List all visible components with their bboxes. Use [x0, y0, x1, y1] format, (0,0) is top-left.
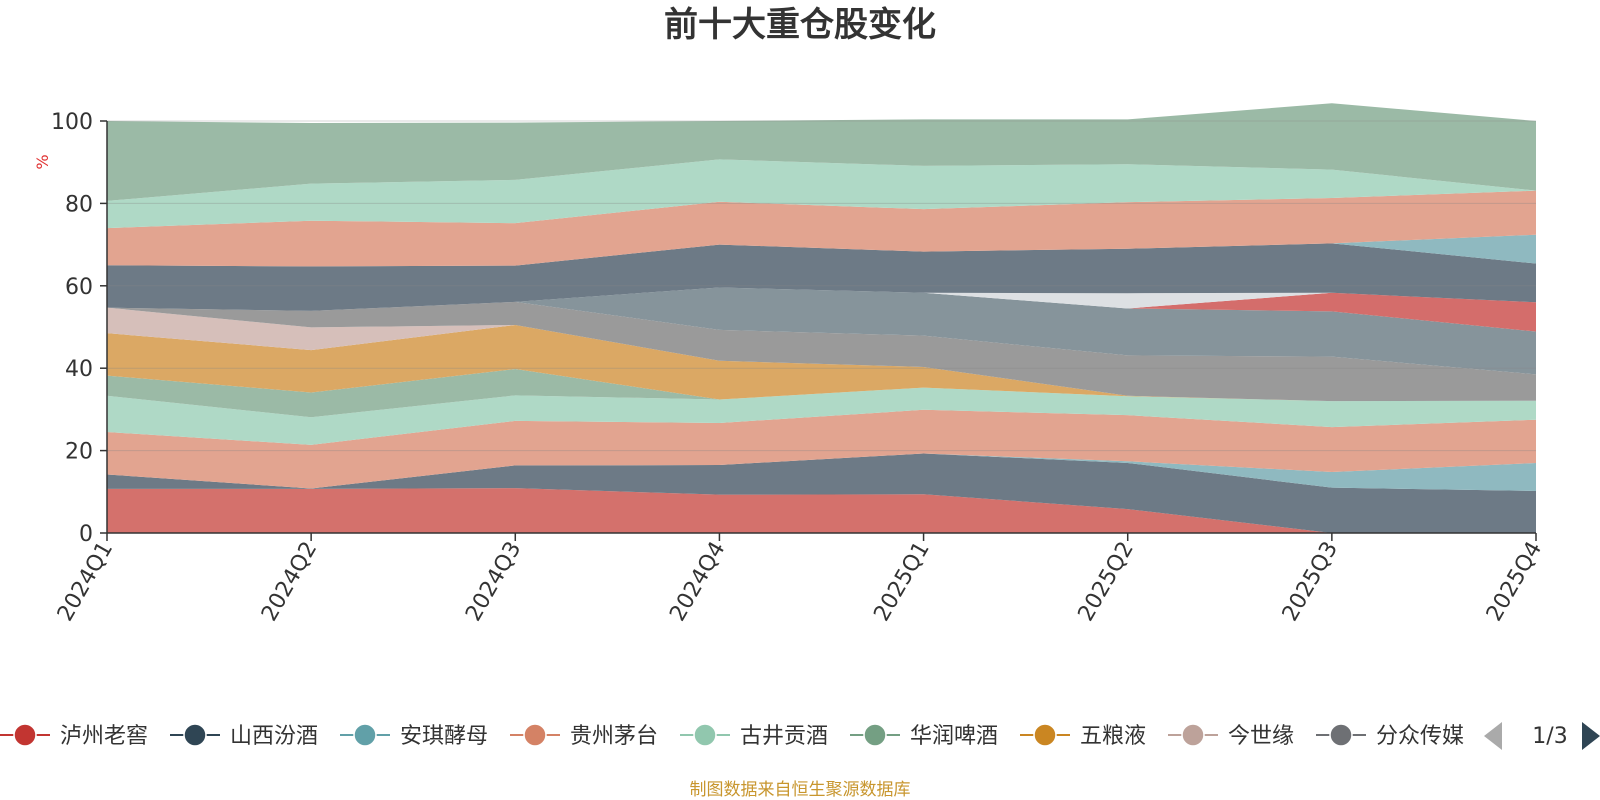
legend-item[interactable]: 山西汾酒: [170, 723, 318, 749]
legend-item[interactable]: 分众传媒: [1316, 723, 1464, 749]
y-tick-label: 20: [65, 440, 93, 465]
data-source-footer: 制图数据来自恒生聚源数据库: [690, 780, 911, 800]
legend-label: 华润啤酒: [910, 724, 998, 749]
area-layer-12: [107, 287, 1536, 311]
legend-item[interactable]: 古井贡酒: [680, 723, 828, 749]
legend-label: 泸州老窖: [60, 724, 148, 749]
x-tick-label: 2024Q1: [53, 538, 118, 626]
legend-label: 山西汾酒: [230, 724, 318, 749]
area-layer-11: [107, 287, 1536, 332]
area-layer-7: [107, 324, 1536, 402]
triangle-right-icon[interactable]: [1582, 722, 1600, 750]
legend-page-indicator: 1/3: [1532, 724, 1567, 749]
legend-marker-icon: [353, 723, 377, 747]
legend-marker-icon: [13, 723, 37, 747]
chart-title: 前十大重仓股变化: [664, 5, 936, 45]
legend-marker-icon: [523, 723, 547, 747]
legend-items: 泸州老窖 山西汾酒 安琪酵母 贵州茅台 古井贡酒 华润啤酒 五粮液 今世缘 分众传媒: [0, 723, 1464, 749]
legend-marker-icon: [183, 723, 207, 747]
legend-marker-icon: [1033, 723, 1057, 747]
legend-marker-icon: [1181, 723, 1205, 747]
area-layer-4: [107, 409, 1536, 489]
y-tick-label: 100: [51, 110, 93, 135]
legend-item[interactable]: 贵州茅台: [510, 723, 658, 749]
area-layer-5: [107, 387, 1536, 445]
x-tick-label: 2025Q1: [869, 538, 934, 626]
legend-item[interactable]: 五粮液: [1020, 723, 1146, 749]
x-tick-label: 2025Q4: [1482, 538, 1547, 626]
area-layer-3: [107, 453, 1536, 491]
area-layer-8: [107, 307, 1536, 402]
legend-marker-icon: [693, 723, 717, 747]
grid-lines: [107, 120, 1536, 452]
legend-label: 安琪酵母: [400, 724, 488, 749]
area-layers: [107, 103, 1536, 533]
x-tick-label: 2024Q4: [665, 538, 730, 626]
area-layer-10: [107, 287, 1536, 375]
y-tick-label: 60: [65, 275, 93, 300]
legend-item[interactable]: 今世缘: [1168, 723, 1294, 749]
legend-label: 贵州茅台: [570, 724, 658, 749]
y-axis-unit: %: [33, 154, 52, 169]
legend-label: 古井贡酒: [740, 724, 828, 749]
y-tick-label: 40: [65, 357, 93, 382]
area-layer-17: [107, 103, 1536, 201]
area-layer-6: [107, 369, 1536, 418]
legend-marker-icon: [1329, 723, 1353, 747]
triangle-left-icon[interactable]: [1484, 722, 1502, 750]
area-layer-16: [107, 159, 1536, 229]
y-tick-label: 0: [79, 522, 93, 547]
x-tick-label: 2024Q2: [257, 538, 322, 626]
area-layer-9: [107, 301, 1536, 402]
y-tick-label: 80: [65, 192, 93, 217]
legend-label: 今世缘: [1228, 724, 1294, 749]
legend-label: 五粮液: [1080, 724, 1146, 749]
legend[interactable]: 泸州老窖 山西汾酒 安琪酵母 贵州茅台 古井贡酒 华润啤酒 五粮液 今世缘 分众传媒 1/3: [0, 722, 1600, 750]
legend-marker-icon: [863, 723, 887, 747]
area-layer-1: [107, 488, 1536, 533]
legend-item[interactable]: 泸州老窖: [0, 723, 148, 749]
area-layer-15: [107, 190, 1536, 267]
area-layer-13: [107, 243, 1536, 311]
x-tick-label: 2024Q3: [461, 538, 526, 626]
x-tick-label: 2025Q2: [1074, 538, 1139, 626]
legend-label: 分众传媒: [1376, 724, 1464, 749]
x-tick-label: 2025Q3: [1278, 538, 1343, 626]
legend-item[interactable]: 华润啤酒: [850, 723, 998, 749]
area-layer-2: [107, 453, 1536, 533]
legend-item[interactable]: 安琪酵母: [340, 723, 488, 749]
